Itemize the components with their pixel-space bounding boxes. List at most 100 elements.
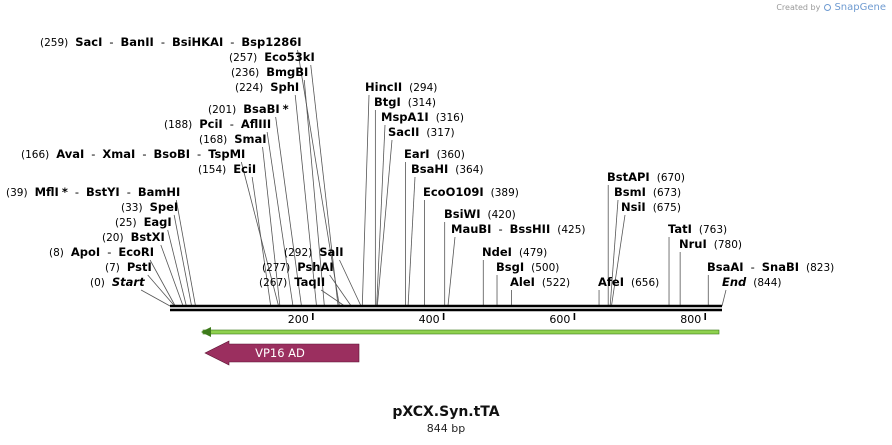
site-leader-line — [329, 274, 352, 307]
site-leader-line — [721, 289, 727, 307]
site-enz: BsaAI — [707, 260, 744, 274]
site-pos: (7) — [105, 262, 120, 274]
site-label: (267) TaqII — [259, 275, 325, 289]
site-label: EcoO109I (389) — [423, 185, 519, 199]
site-pos: (425) — [557, 224, 585, 236]
site-term: End — [722, 275, 747, 289]
site-enz: SacI — [75, 35, 102, 49]
site-enz: NsiI — [621, 200, 646, 214]
site-leader-line — [160, 244, 184, 307]
site-sep: - — [197, 147, 201, 161]
site-enz: MauBI — [451, 222, 491, 236]
site-pos: (844) — [753, 277, 781, 289]
site-label: NdeI (479) — [482, 245, 547, 259]
site-enz: Bsp1286I — [241, 35, 301, 49]
site-leader-line — [175, 199, 196, 307]
site-sep: - — [230, 117, 234, 131]
axis-tick-label: 200 — [288, 313, 309, 326]
site-labels: (259) SacI - BanII - BsiHKAI - Bsp1286I(257) Eco… — [6, 35, 834, 289]
site-label: (236) BmgBI — [231, 65, 308, 79]
snapgene-logo-icon — [823, 4, 831, 11]
site-leader-line — [611, 214, 626, 307]
site-label: (39) MflI * - BstYI - BamHI — [6, 185, 180, 199]
site-label: (33) SpeI — [121, 200, 178, 214]
site-pos: (780) — [714, 239, 742, 251]
site-term: Start — [112, 275, 145, 289]
site-label: BsgI (500) — [496, 260, 559, 274]
site-pos: (236) — [231, 67, 259, 79]
site-label: BsaAI - SnaBI (823) — [707, 260, 834, 274]
site-leader-line — [149, 259, 176, 307]
site-sep: - — [109, 35, 113, 49]
site-enz: BstXI — [131, 230, 165, 244]
site-label: (259) SacI - BanII - BsiHKAI - Bsp1286I — [40, 35, 302, 49]
feature-track: VP16 AD — [204, 340, 360, 366]
site-label: (292) SalI — [284, 245, 344, 259]
site-enz: SnaBI — [762, 260, 799, 274]
site-label: BstAPI (670) — [607, 170, 685, 184]
site-label: BsmI (673) — [614, 185, 681, 199]
site-pos: (389) — [491, 187, 519, 199]
axis-tick-label: 800 — [680, 313, 701, 326]
site-sep: - — [498, 222, 502, 236]
site-pos: (522) — [542, 277, 570, 289]
site-sep: - — [75, 185, 79, 199]
site-label: (0) Start — [90, 275, 145, 289]
site-enz: EagI — [144, 215, 172, 229]
site-pos: (25) — [115, 217, 137, 229]
site-enz: EcoO109I — [423, 185, 484, 199]
site-label: (257) Eco53kI — [229, 50, 315, 64]
site-enz: NruI — [679, 237, 707, 251]
site-enz: BanII — [121, 35, 154, 49]
site-label: HincII (294) — [365, 80, 437, 94]
site-pos: (314) — [408, 97, 436, 109]
site-pos: (188) — [164, 119, 192, 131]
site-enz: PciI — [199, 117, 222, 131]
site-enz: SpeI — [150, 200, 179, 214]
site-enz: SmaI — [234, 132, 266, 146]
credit-brand: SnapGene — [834, 2, 886, 13]
site-enz: BsaBI — [243, 102, 279, 116]
snapgene-credit: Created by SnapGene — [776, 2, 886, 13]
site-pos: (420) — [488, 209, 516, 221]
site-label: (7) PstI — [105, 260, 152, 274]
site-enz: BsiWI — [444, 207, 481, 221]
axis-tick-label: 400 — [419, 313, 440, 326]
site-pos: (292) — [284, 247, 312, 259]
site-enz: BsaHI — [411, 162, 448, 176]
site-label: (166) AvaI - XmaI - BsoBI - TspMI — [21, 147, 245, 161]
site-enz: BssHII — [510, 222, 551, 236]
site-pos: (267) — [259, 277, 287, 289]
site-pos: (317) — [426, 127, 454, 139]
site-pos: (823) — [806, 262, 834, 274]
site-label: MspA1I (316) — [381, 110, 464, 124]
plasmid-size: 844 bp — [426, 422, 466, 435]
site-pos: (360) — [437, 149, 465, 161]
site-pos: (166) — [21, 149, 49, 161]
site-enz: BstYI — [86, 185, 120, 199]
site-label: NsiI (675) — [621, 200, 681, 214]
site-label: (154) EciI — [198, 162, 256, 176]
site-leader-line — [294, 94, 317, 307]
site-leader-line — [147, 274, 175, 307]
site-enz: TatI — [668, 222, 692, 236]
site-leader-line — [251, 176, 272, 307]
site-label: NruI (780) — [679, 237, 742, 251]
site-sep: - — [91, 147, 95, 161]
site-pos: (33) — [121, 202, 143, 214]
site-pos: (39) — [6, 187, 28, 199]
site-label: BsiWI (420) — [444, 207, 516, 221]
site-enz: Eco53kI — [264, 50, 315, 64]
site-label: (201) BsaBI * — [208, 102, 289, 116]
site-enz: MspA1I — [381, 110, 429, 124]
site-enz: PshAI — [297, 260, 333, 274]
site-leader-line — [447, 236, 456, 307]
site-enz: BsmI — [614, 185, 646, 199]
site-label: EarI (360) — [404, 147, 465, 161]
site-pos: (763) — [699, 224, 727, 236]
site-label: TatI (763) — [668, 222, 727, 236]
site-enz: BstAPI — [607, 170, 650, 184]
site-pos: (201) — [208, 104, 236, 116]
site-leader-line — [609, 199, 619, 307]
